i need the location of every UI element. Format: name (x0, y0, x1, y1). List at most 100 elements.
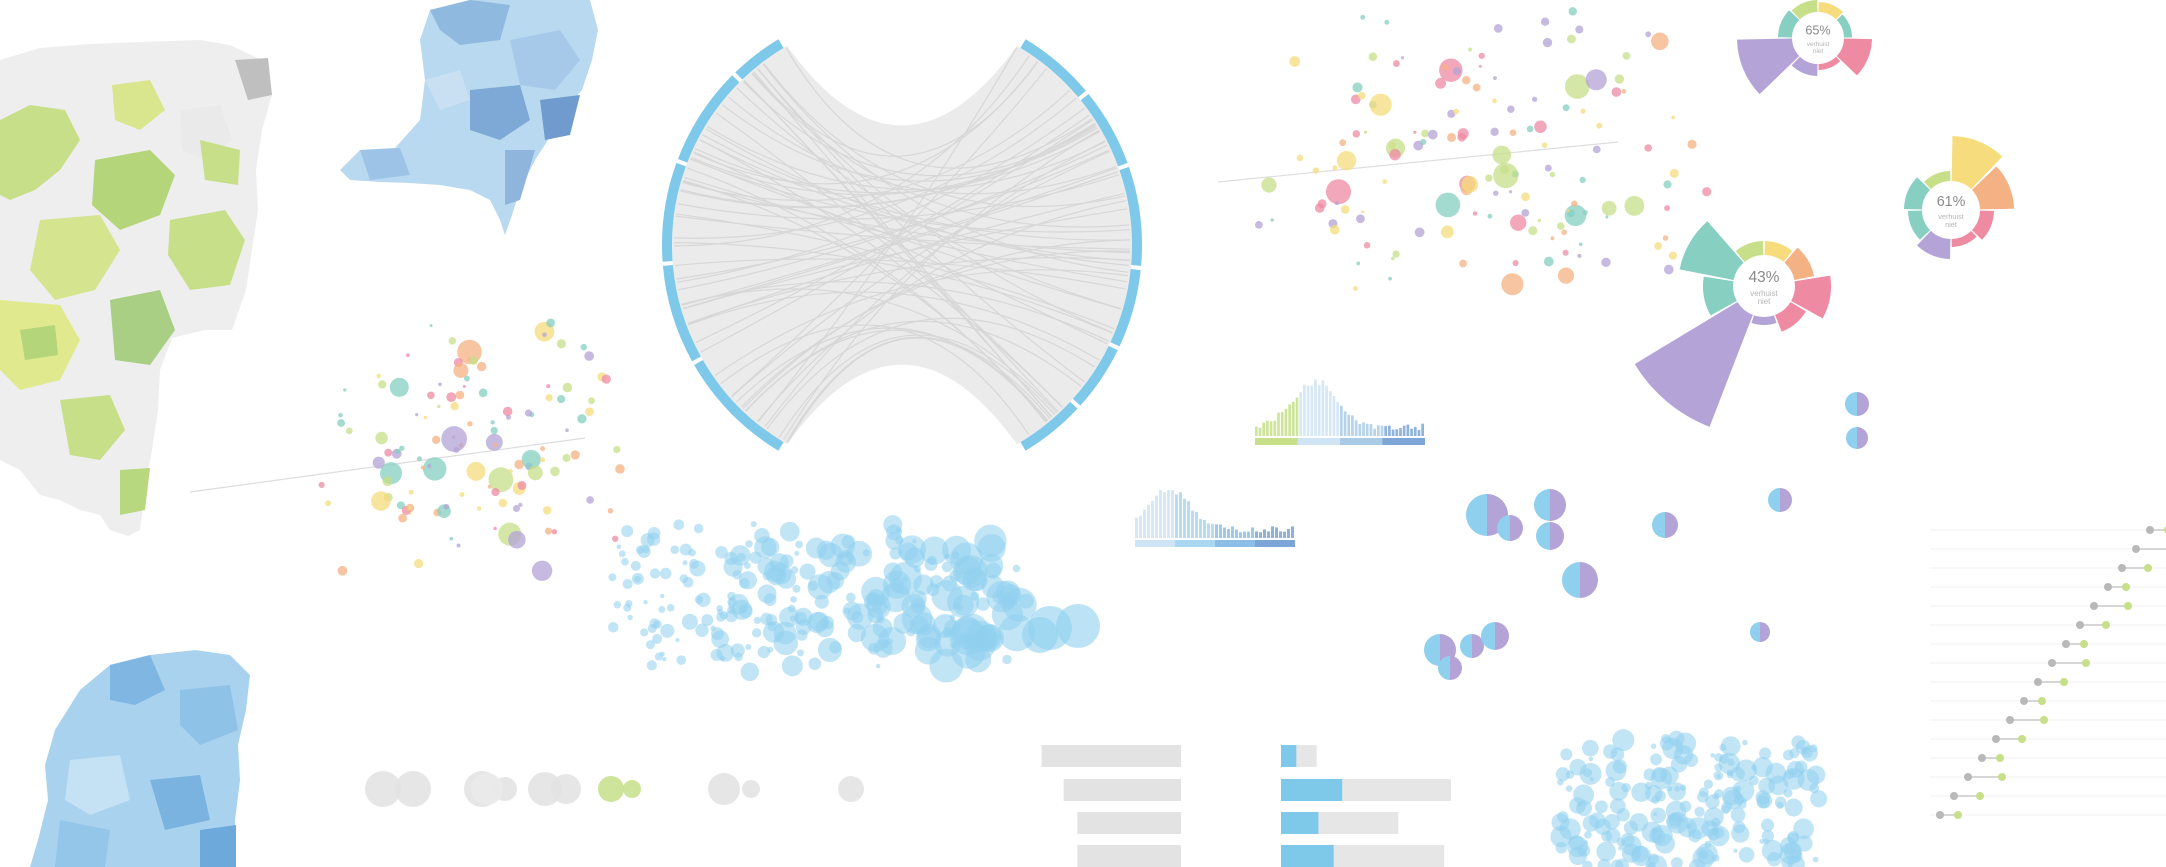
scatter-point (1669, 168, 1679, 178)
bubble (660, 593, 665, 599)
scatter-point (1624, 195, 1645, 216)
bubble (695, 623, 709, 637)
split-circle-left (1481, 622, 1495, 650)
bubble (796, 629, 808, 641)
chord-ribbon (757, 200, 1126, 422)
histogram-bar (1223, 527, 1226, 538)
dumbbell-start (2034, 678, 2042, 686)
split-circle-right (1665, 512, 1678, 538)
chord-ribbon (752, 61, 1039, 157)
bubble (1596, 841, 1616, 862)
bubble (1565, 785, 1573, 792)
bubble-cloud-blue-bottom (1550, 729, 1828, 867)
histogram-bar (1351, 415, 1354, 436)
histogram-bar (1175, 494, 1178, 538)
scatter-point (446, 392, 457, 403)
scatter-point (1340, 205, 1350, 214)
bubble (830, 561, 850, 581)
chord-arc-right (1119, 166, 1142, 266)
histogram-bar (1277, 412, 1280, 436)
bubble (790, 596, 797, 603)
bubble (662, 656, 667, 662)
bubble (693, 523, 704, 534)
bubble (640, 533, 655, 548)
bubble (816, 540, 836, 560)
histogram-bar (1413, 426, 1417, 436)
bubble (649, 568, 661, 579)
scatter-point (371, 491, 391, 511)
bubble (1655, 833, 1676, 854)
bubble (1698, 787, 1709, 798)
scatter-point (1556, 222, 1565, 230)
chord-ribbon (681, 167, 1117, 306)
bubble (1584, 830, 1592, 839)
scatter-point (1501, 273, 1524, 296)
bubble (950, 542, 984, 576)
bubble (652, 633, 663, 644)
chord-arc-left (662, 162, 686, 262)
histogram-bar (1347, 414, 1351, 436)
bubble (753, 616, 762, 624)
scatter-point (1585, 69, 1607, 91)
scatter-point (423, 415, 428, 420)
scatter-point (476, 361, 487, 372)
scatter-point (1671, 115, 1676, 120)
histogram-bar (1395, 429, 1399, 436)
split-circle-left (1497, 515, 1510, 541)
histogram-bar (1199, 518, 1202, 538)
bubble (1708, 825, 1730, 847)
rose-label-1: verhuist (1750, 289, 1778, 298)
histogram-bar (1399, 428, 1402, 436)
bubble (625, 600, 633, 608)
scatter-point (490, 420, 495, 425)
histogram-legend (1255, 540, 1295, 547)
scatter-point (427, 391, 435, 400)
bubble (1610, 859, 1624, 867)
bubble (652, 619, 662, 629)
histogram-legend (1135, 540, 1175, 547)
histogram-bar (1171, 490, 1174, 538)
bubble (724, 551, 738, 566)
histogram-bar (1159, 489, 1162, 538)
histogram-bar (1167, 489, 1170, 538)
split-circle-left (1534, 489, 1550, 521)
split-circle-left (1846, 427, 1857, 449)
scatter-point (407, 506, 411, 510)
dumbbell-end (2018, 735, 2026, 743)
histogram-bar (1380, 425, 1384, 436)
bar-left (1077, 812, 1181, 834)
chord-ribbon (682, 181, 1130, 254)
histogram-bar (1279, 531, 1282, 538)
bubble (878, 626, 907, 656)
scatter-point (527, 465, 543, 481)
bubble (1801, 745, 1818, 762)
bubble (675, 637, 680, 643)
scatter-point (1510, 214, 1527, 231)
histogram-bar (1266, 420, 1269, 436)
bubble (1612, 729, 1635, 752)
chord-ribbon (741, 250, 1130, 408)
rose-petal (1791, 275, 1831, 319)
bubble (1648, 861, 1656, 867)
scatter-point (1493, 24, 1503, 33)
scatter-point (459, 492, 465, 497)
bubble (751, 628, 762, 638)
bubble (689, 558, 699, 569)
scatter-point (546, 318, 556, 328)
dumbbell-start (2132, 545, 2140, 553)
histogram-bar (1384, 426, 1388, 436)
scatter-point (1654, 242, 1663, 250)
histogram-bar (1287, 529, 1290, 538)
scatter-point (1453, 108, 1460, 115)
split-circle-left (1845, 392, 1857, 416)
scatter-point (1543, 256, 1554, 267)
bar-right-fill (1281, 779, 1343, 801)
bubble (627, 614, 633, 621)
rose-percent: 65% (1805, 24, 1830, 38)
bubble (1711, 817, 1721, 827)
chord-ribbon (720, 324, 1030, 435)
histogram-bar (1258, 427, 1262, 436)
bubble (608, 573, 617, 582)
scatter-point (1435, 77, 1447, 89)
